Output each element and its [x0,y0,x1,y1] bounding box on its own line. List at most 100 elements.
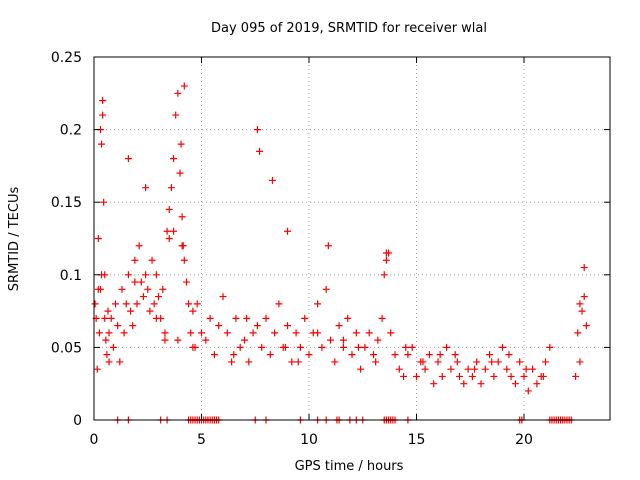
data-point [94,235,102,242]
plot-frame [93,56,611,421]
data-point [99,111,107,119]
data-point [481,365,489,373]
data-point [404,351,412,359]
data-point [150,300,158,308]
data-point [243,314,251,322]
data-point [460,380,468,388]
y-tick-label: 0.2 [60,123,82,139]
chart-title: Day 095 of 2019, SRMTID for receiver wla… [211,21,487,36]
data-point [468,372,476,380]
data-point [230,351,238,359]
data-point [219,293,227,301]
data-point [524,387,532,395]
x-tick-labels: 0 5 10 15 20 [90,432,533,448]
data-point [578,307,586,315]
data-point [374,336,382,344]
data-point [193,300,201,308]
data-point [453,358,461,366]
data-point [421,365,429,373]
data-point [198,329,205,337]
data-point [146,307,154,315]
data-point [152,271,160,279]
data-point [344,314,352,322]
data-point [503,365,511,373]
data-point [215,322,223,330]
data-point [102,336,110,344]
data-point [142,184,150,192]
data-point [96,285,104,293]
data-point [180,256,188,264]
data-point [176,169,184,177]
data-point [443,343,451,351]
data-point [582,322,590,330]
data-point [268,176,276,184]
data-point [236,343,244,351]
data-point [382,256,390,264]
y-tick-label: 0 [73,413,82,429]
data-point [402,343,410,351]
x-tick-label: 10 [300,432,318,448]
data-point [167,184,175,192]
data-point [258,343,266,351]
data-point [223,329,231,337]
data-point [477,380,485,388]
data-point [107,314,115,322]
data-point [456,372,463,380]
data-point [118,285,126,293]
data-point [520,372,528,380]
data-point [266,351,274,359]
data-point [352,329,360,337]
data-point [137,278,145,286]
x-axis-label: GPS time / hours [295,459,404,474]
data-point [155,293,162,301]
x-tick-label: 20 [515,432,533,448]
data-point [580,293,588,301]
data-point [361,343,369,351]
data-point [112,300,119,308]
data-point [335,322,343,330]
x-tick-label: 5 [197,432,206,448]
data-point [296,343,304,351]
data-point [91,300,99,308]
data-point [189,343,197,351]
data-point [124,155,132,163]
y-tick-label: 0.1 [60,268,82,284]
data-point [98,140,106,148]
grid-lines [94,57,610,420]
data-point [473,358,481,366]
data-point [177,140,185,148]
data-point [103,351,111,359]
data-point [163,227,171,235]
data-point [574,329,582,337]
data-point [576,300,584,308]
data-point [464,365,472,373]
data-point [494,358,502,366]
data-point [301,314,309,322]
data-point [210,351,218,359]
data-point [284,227,291,235]
x-tick-label: 15 [408,432,426,448]
y-tick-label: 0.05 [51,340,82,356]
data-point [116,358,124,366]
data-point [529,365,537,373]
data-point [109,343,117,351]
data-point [101,271,109,279]
data-point [95,329,103,337]
data-point [262,314,270,322]
data-point [189,307,197,315]
data-point [182,278,190,286]
data-point [127,307,135,315]
data-point [148,256,156,264]
data-point [124,271,132,279]
data-point [99,97,107,105]
data-point [271,329,279,337]
data-points [91,82,590,424]
data-point [322,285,330,293]
data-point [430,380,438,388]
data-point [93,365,101,373]
data-point [256,147,264,155]
data-point [178,242,186,250]
data-point [142,271,150,279]
axis-ticks [93,56,610,421]
data-point [546,343,554,351]
